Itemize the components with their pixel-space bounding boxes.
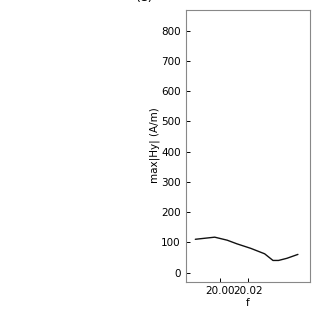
X-axis label: f: f xyxy=(246,298,250,308)
Y-axis label: max|Hy| (A/m): max|Hy| (A/m) xyxy=(149,108,160,183)
Text: (e): (e) xyxy=(136,0,153,4)
